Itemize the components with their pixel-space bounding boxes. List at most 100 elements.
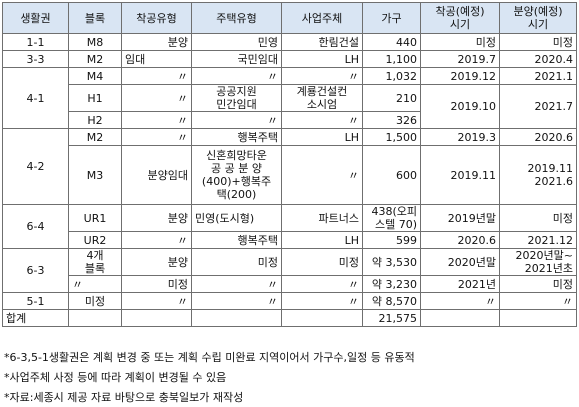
cell-sale: 2019.11 2021.6	[499, 145, 577, 205]
table-row: H1 〃 공공지원 민간임대 계룡건설컨 소시엄 210 2019.10 202…	[3, 84, 577, 129]
table-row: 6-4 UR1 분양 민영(도시형) 파트너스 438(오피 스텔 70) 20…	[2, 204, 577, 249]
cell-operator: 한림건설	[281, 33, 363, 51]
table-header-row: 생활권 블록 착공유형 주택유형 사업주체 가구 착공(예정) 시기 분양(예정…	[2, 2, 577, 34]
table-row: 3-3 M2 임대 국민임대 LH 1,100 2019.7 2020.4	[2, 50, 577, 68]
cell-start: 2019.12	[420, 67, 500, 85]
cell-zone: 3-3	[2, 50, 69, 68]
header-units: 가구	[362, 2, 421, 34]
cell-units: 600	[362, 145, 421, 205]
cell-start-type: 분양임대	[121, 145, 192, 205]
cell-start: 2019.3	[420, 128, 500, 146]
header-sale-date: 분양(예정) 시기	[499, 2, 577, 34]
cell-housing: 〃	[191, 67, 282, 85]
cell-housing: 〃	[191, 292, 282, 310]
cell-housing: 국민임대	[191, 50, 282, 68]
cell-units: 약 3,230	[362, 275, 421, 293]
cell-units: 약 8,570	[362, 292, 421, 310]
cell-start: 2021년	[420, 275, 500, 293]
housing-supply-table: 생활권 블록 착공유형 주택유형 사업주체 가구 착공(예정) 시기 분양(예정…	[2, 2, 577, 327]
cell-operator: 파트너스	[281, 204, 363, 232]
header-start-type: 착공유형	[121, 2, 192, 34]
cell-operator: 〃	[281, 292, 363, 310]
cell-start: 2020년말	[420, 248, 500, 276]
cell-empty	[420, 309, 500, 327]
cell-block: H2	[68, 111, 122, 129]
cell-units: 약 3,530	[362, 248, 421, 276]
cell-block: M3	[68, 145, 122, 205]
header-block: 블록	[68, 2, 122, 34]
cell-block: UR1	[68, 204, 122, 232]
cell-start: 2019.11	[420, 145, 500, 205]
cell-start-type: 〃	[121, 111, 192, 129]
cell-start-type: 분양	[121, 248, 192, 276]
cell-block: M4	[68, 67, 122, 85]
cell-start: 2019년말	[420, 204, 500, 232]
cell-total-units: 21,575	[362, 309, 421, 327]
cell-block: UR2	[68, 231, 122, 249]
table-total-row: 합계 21,575	[2, 309, 577, 327]
cell-housing: 행복주택	[191, 231, 282, 249]
cell-block: 4개 블록	[68, 248, 122, 276]
cell-housing: 〃	[191, 111, 282, 129]
cell-operator: 계룡건설컨 소시엄	[281, 84, 363, 112]
cell-operator: 〃	[281, 275, 363, 293]
cell-operator: LH	[281, 231, 363, 249]
footnote-source: *자료:세종시 제공 자료 바탕으로 충북일보가 재작성	[4, 391, 244, 404]
cell-sale: 2020.4	[499, 50, 577, 68]
cell-operator: 〃	[281, 145, 363, 205]
cell-block: H1	[68, 84, 122, 112]
cell-start-type: 〃	[121, 128, 192, 146]
header-housing-type: 주택유형	[191, 2, 282, 34]
cell-block: M2	[68, 50, 122, 68]
cell-sale: 2020.6	[499, 128, 577, 146]
cell-start-type: 미정	[121, 275, 192, 293]
cell-block: M2	[68, 128, 122, 146]
cell-housing: 〃	[191, 275, 282, 293]
table-row: 6-3 4개 블록 분양 미정 미정 약 3,530 2020년말 2020년말…	[2, 248, 577, 293]
cell-housing: 행복주택	[191, 128, 282, 146]
cell-housing: 신혼희망타운 공 공 분 양 (400)+행복주 택(200)	[191, 145, 282, 205]
cell-housing: 민영(도시형)	[191, 204, 282, 232]
cell-units: 438(오피 스텔 70)	[362, 204, 421, 232]
table-row: 1-1 M8 분양 민영 한림건설 440 미정 미정	[2, 33, 577, 51]
cell-operator: 〃	[281, 111, 363, 129]
cell-start-type: 〃	[121, 67, 192, 85]
cell-housing: 민영	[191, 33, 282, 51]
cell-empty	[121, 309, 192, 327]
table-row: 5-1 미정 〃 〃 〃 약 8,570 〃 〃	[2, 292, 577, 310]
header-start-date: 착공(예정) 시기	[420, 2, 500, 34]
cell-start-type: 임대	[121, 50, 192, 68]
cell-start: 〃	[420, 292, 500, 310]
cell-units: 599	[362, 231, 421, 249]
cell-zone: 6-3	[2, 248, 69, 293]
header-zone: 생활권	[2, 2, 69, 34]
cell-empty	[499, 309, 577, 327]
cell-block: 〃	[68, 275, 122, 293]
cell-zone: 4-1	[2, 67, 69, 129]
cell-units: 1,500	[362, 128, 421, 146]
cell-empty	[68, 309, 122, 327]
table-row: M3 분양임대 신혼희망타운 공 공 분 양 (400)+행복주 택(200) …	[3, 145, 577, 205]
cell-housing: 미정	[191, 248, 282, 276]
cell-start: 2019.10	[420, 84, 500, 129]
cell-start: 미정	[420, 33, 500, 51]
cell-start: 2019.7	[420, 50, 500, 68]
cell-housing: 공공지원 민간임대	[191, 84, 282, 112]
cell-total-label: 합계	[2, 309, 69, 327]
cell-operator: LH	[281, 128, 363, 146]
cell-start: 2020.6	[420, 231, 500, 249]
table-row: H2 〃 〃 〃 326	[3, 111, 577, 129]
cell-sale: 미정	[499, 275, 577, 293]
cell-start-type: 분양	[121, 33, 192, 51]
cell-zone: 1-1	[2, 33, 69, 51]
cell-zone: 5-1	[2, 292, 69, 310]
cell-units: 210	[362, 84, 421, 112]
cell-units: 1,032	[362, 67, 421, 85]
table-row: 4-1 M4 〃 〃 〃 1,032 2019.12 2021.1	[2, 67, 577, 129]
cell-units: 440	[362, 33, 421, 51]
header-operator: 사업주체	[281, 2, 363, 34]
cell-start-type: 분양	[121, 204, 192, 232]
cell-units: 326	[362, 111, 421, 129]
table-row: 4-2 M2 〃 행복주택 LH 1,500 2019.3 2020.6	[2, 128, 577, 205]
cell-empty	[281, 309, 363, 327]
